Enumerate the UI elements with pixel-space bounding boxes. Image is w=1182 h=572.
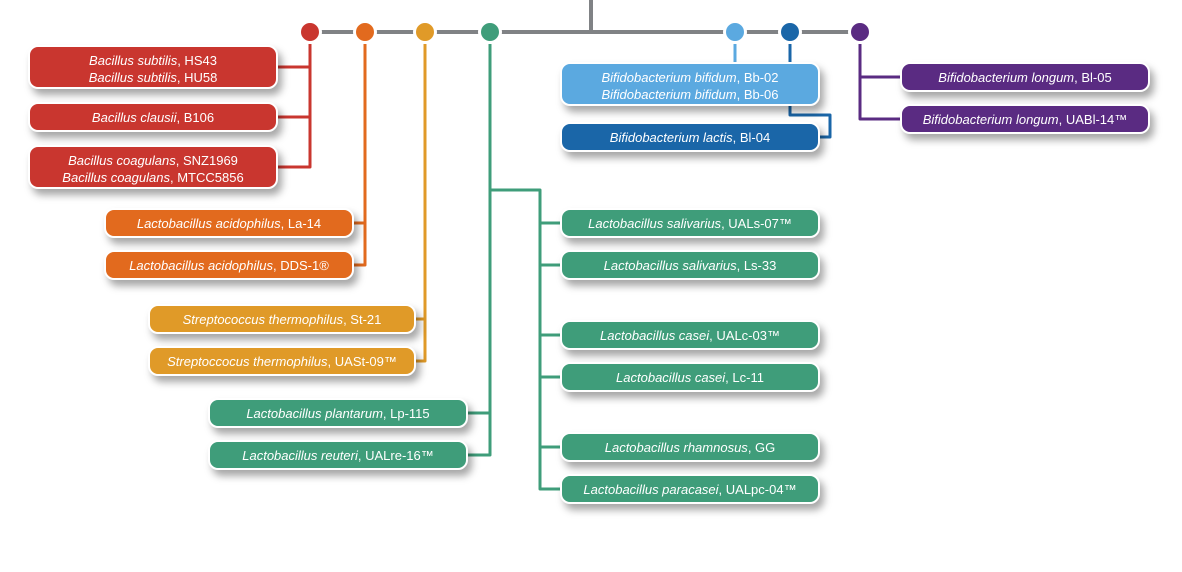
strain-box: Lactobacillus salivarius, UALs-07™ xyxy=(560,208,820,238)
strain-line: Lactobacillus casei, Lc-11 xyxy=(570,370,810,387)
strain-box: Streptoccocus thermophilus, UASt-09™ xyxy=(148,346,416,376)
strain-box: Streptococcus thermophilus, St-21 xyxy=(148,304,416,334)
strain-label: , UALc-03™ xyxy=(709,328,780,343)
branch-node xyxy=(848,20,872,44)
species-label: Lactobacillus casei xyxy=(616,370,725,385)
strain-label: , UALpc-04™ xyxy=(719,482,797,497)
strain-box: Lactobacillus salivarius, Ls-33 xyxy=(560,250,820,280)
strain-label: , Bl-05 xyxy=(1074,70,1112,85)
strain-label: , Bb-02 xyxy=(737,70,779,85)
branch-node xyxy=(353,20,377,44)
strain-box: Bifidobacterium bifidum, Bb-02Bifidobact… xyxy=(560,62,820,106)
strain-line: Bifidobacterium longum, Bl-05 xyxy=(910,70,1140,87)
strain-line: Lactobacillus paracasei, UALpc-04™ xyxy=(570,482,810,499)
strain-line: Lactobacillus casei, UALc-03™ xyxy=(570,328,810,345)
strain-line: Bifidobacterium lactis, Bl-04 xyxy=(570,130,810,147)
species-label: Lactobacillus rhamnosus xyxy=(605,440,748,455)
species-label: Lactobacillus salivarius xyxy=(588,216,721,231)
strain-line: Lactobacillus salivarius, UALs-07™ xyxy=(570,216,810,233)
strain-box: Lactobacillus paracasei, UALpc-04™ xyxy=(560,474,820,504)
species-label: Bifidobacterium longum xyxy=(938,70,1074,85)
strain-label: , UABl-14™ xyxy=(1059,112,1128,127)
species-label: Lactobacillus acidophilus xyxy=(129,258,273,273)
branch-node xyxy=(478,20,502,44)
species-label: Bacillus coagulans xyxy=(62,170,170,185)
strain-box: Lactobacillus reuteri, UALre-16™ xyxy=(208,440,468,470)
strain-line: Lactobacillus reuteri, UALre-16™ xyxy=(218,448,458,465)
strain-line: Lactobacillus plantarum, Lp-115 xyxy=(218,406,458,423)
strain-label: , HU58 xyxy=(177,70,217,85)
strain-box: Bacillus clausii, B106 xyxy=(28,102,278,132)
strain-box: Bifidobacterium longum, UABl-14™ xyxy=(900,104,1150,134)
strain-line: Bifidobacterium bifidum, Bb-02 xyxy=(570,70,810,87)
strain-label: , GG xyxy=(748,440,775,455)
strain-label: , SNZ1969 xyxy=(176,153,238,168)
strain-line: Lactobacillus acidophilus, La-14 xyxy=(114,216,344,233)
species-label: Lactobacillus paracasei xyxy=(583,482,718,497)
species-label: Lactobacillus casei xyxy=(600,328,709,343)
species-label: Streptococcus thermophilus xyxy=(183,312,343,327)
species-label: Lactobacillus plantarum xyxy=(246,406,383,421)
strain-label: , Ls-33 xyxy=(737,258,777,273)
branch-node xyxy=(298,20,322,44)
species-label: Bifidobacterium longum xyxy=(923,112,1059,127)
species-label: Lactobacillus salivarius xyxy=(604,258,737,273)
strain-line: Streptoccocus thermophilus, UASt-09™ xyxy=(158,354,406,371)
species-label: Bacillus coagulans xyxy=(68,153,176,168)
species-label: Bacillus subtilis xyxy=(89,53,177,68)
strain-line: Bifidobacterium longum, UABl-14™ xyxy=(910,112,1140,129)
strain-label: , UALs-07™ xyxy=(721,216,792,231)
strain-line: Bacillus coagulans, MTCC5856 xyxy=(38,170,268,187)
strain-box: Lactobacillus acidophilus, DDS-1® xyxy=(104,250,354,280)
strain-line: Lactobacillus rhamnosus, GG xyxy=(570,440,810,457)
species-label: Bifidobacterium lactis xyxy=(610,130,733,145)
strain-line: Bacillus clausii, B106 xyxy=(38,110,268,127)
species-label: Streptoccocus thermophilus xyxy=(167,354,327,369)
strain-label: , St-21 xyxy=(343,312,381,327)
species-label: Bifidobacterium bifidum xyxy=(601,87,736,102)
strain-box: Lactobacillus acidophilus, La-14 xyxy=(104,208,354,238)
branch-node xyxy=(723,20,747,44)
branch-node xyxy=(413,20,437,44)
strain-label: , MTCC5856 xyxy=(170,170,244,185)
strain-line: Lactobacillus acidophilus, DDS-1® xyxy=(114,258,344,275)
strain-label: , La-14 xyxy=(281,216,321,231)
strain-box: Lactobacillus rhamnosus, GG xyxy=(560,432,820,462)
strain-box: Bacillus subtilis, HS43Bacillus subtilis… xyxy=(28,45,278,89)
strain-line: Lactobacillus salivarius, Ls-33 xyxy=(570,258,810,275)
species-label: Lactobacillus reuteri xyxy=(242,448,358,463)
strain-box: Lactobacillus casei, Lc-11 xyxy=(560,362,820,392)
strain-label: , Bb-06 xyxy=(737,87,779,102)
strain-label: , HS43 xyxy=(177,53,217,68)
strain-label: , DDS-1® xyxy=(273,258,329,273)
strain-line: Bifidobacterium bifidum, Bb-06 xyxy=(570,87,810,104)
species-label: Lactobacillus acidophilus xyxy=(137,216,281,231)
species-label: Bacillus subtilis xyxy=(89,70,177,85)
strain-label: , UALre-16™ xyxy=(358,448,434,463)
branch-node xyxy=(778,20,802,44)
species-label: Bacillus clausii xyxy=(92,110,177,125)
strain-label: , Lc-11 xyxy=(725,370,764,385)
diagram-overlay: Bacillus subtilis, HS43Bacillus subtilis… xyxy=(0,0,1182,572)
strain-line: Bacillus subtilis, HS43 xyxy=(38,53,268,70)
strain-line: Bacillus coagulans, SNZ1969 xyxy=(38,153,268,170)
strain-box: Bifidobacterium longum, Bl-05 xyxy=(900,62,1150,92)
strain-box: Lactobacillus casei, UALc-03™ xyxy=(560,320,820,350)
strain-line: Streptococcus thermophilus, St-21 xyxy=(158,312,406,329)
strain-box: Lactobacillus plantarum, Lp-115 xyxy=(208,398,468,428)
strain-label: , Lp-115 xyxy=(383,406,430,421)
strain-box: Bifidobacterium lactis, Bl-04 xyxy=(560,122,820,152)
strain-label: , UASt-09™ xyxy=(328,354,397,369)
strain-box: Bacillus coagulans, SNZ1969Bacillus coag… xyxy=(28,145,278,189)
strain-label: , Bl-04 xyxy=(733,130,771,145)
strain-line: Bacillus subtilis, HU58 xyxy=(38,70,268,87)
species-label: Bifidobacterium bifidum xyxy=(601,70,736,85)
strain-label: , B106 xyxy=(176,110,214,125)
